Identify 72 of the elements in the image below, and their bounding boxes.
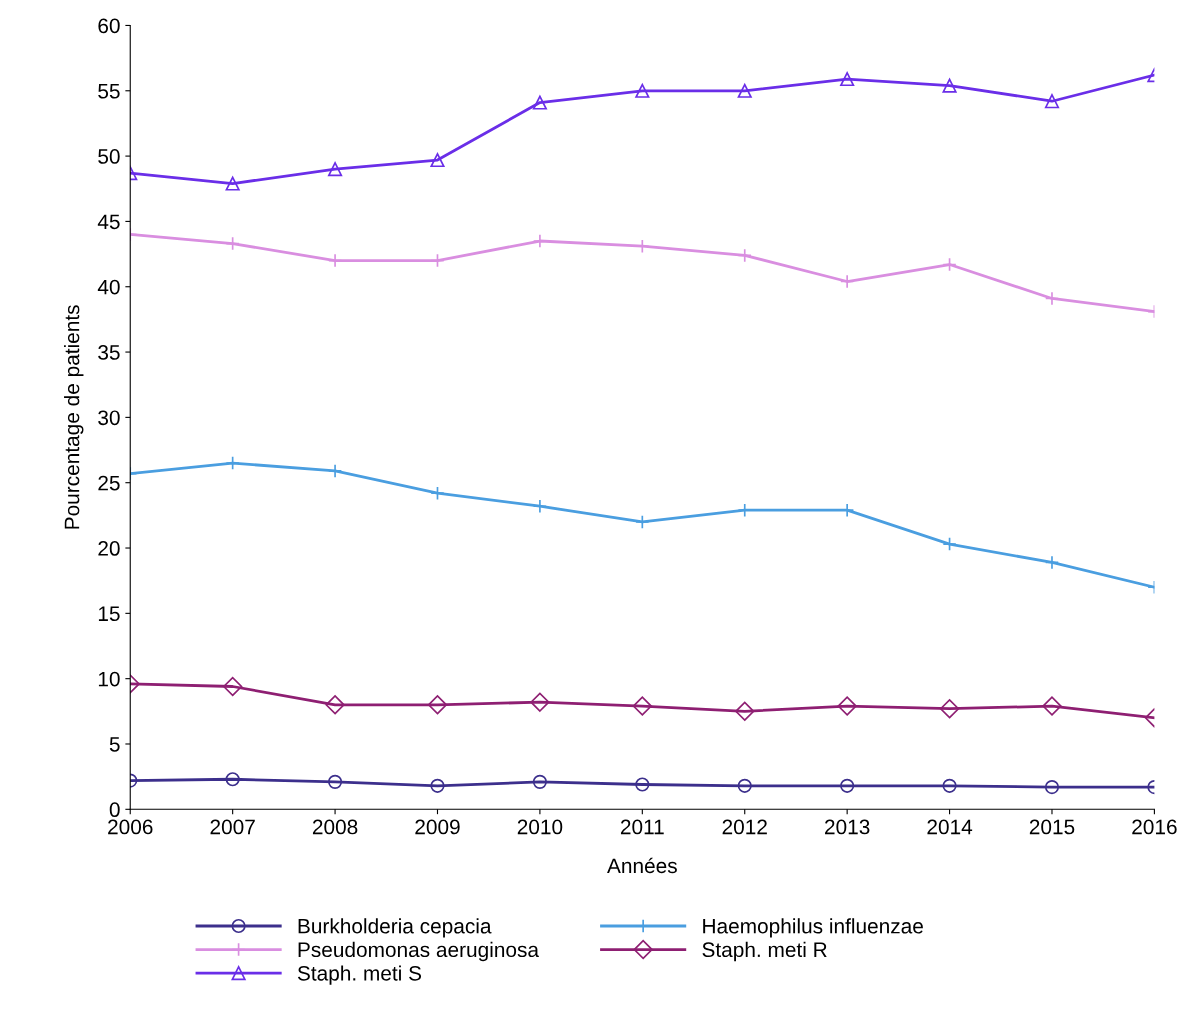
- x-tick-label: 2007: [210, 819, 255, 835]
- y-tick-label: 30: [98, 410, 120, 426]
- y-tick-label: 15: [98, 606, 120, 622]
- point: [327, 463, 343, 479]
- point: [532, 774, 547, 789]
- point: [939, 699, 960, 719]
- point: [1044, 780, 1060, 795]
- point: [837, 696, 857, 716]
- point: [430, 778, 445, 793]
- y-tick-label: 25: [98, 475, 120, 491]
- legend-label: Pseudomonas aeruginosa: [298, 941, 539, 962]
- y-tick-label: 40: [97, 279, 120, 295]
- legend-label: Staph. meti S: [297, 965, 422, 985]
- point: [1044, 555, 1060, 570]
- point: [327, 253, 343, 268]
- point: [427, 695, 448, 715]
- x-tick-label: 2011: [620, 819, 664, 835]
- point: [225, 236, 240, 251]
- point: [1042, 696, 1062, 716]
- x-axis-title: Années: [607, 857, 677, 874]
- y-tick-label: 10: [98, 671, 120, 687]
- point: [635, 83, 650, 98]
- y-tick-label: 55: [98, 83, 120, 99]
- point: [325, 695, 345, 715]
- y-tick-label: 5: [109, 737, 120, 752]
- point: [225, 772, 240, 787]
- point: [1044, 291, 1060, 306]
- point: [840, 274, 855, 289]
- y-tick-label: 60: [98, 18, 120, 34]
- point: [735, 701, 755, 722]
- point: [840, 71, 855, 87]
- point: [737, 778, 752, 793]
- point: [942, 257, 957, 272]
- point: [430, 152, 445, 168]
- point: [532, 499, 547, 514]
- point: [737, 83, 752, 98]
- legend-label: Burkholderia cepacia: [298, 918, 492, 938]
- x-tick-label: 2009: [415, 819, 460, 835]
- point: [942, 78, 957, 93]
- y-tick-label: 45: [97, 214, 120, 230]
- x-tick-label: 2015: [1029, 819, 1075, 835]
- point: [1044, 94, 1060, 109]
- x-tick-label: 2016: [1132, 819, 1177, 835]
- point: [327, 774, 343, 789]
- point: [222, 676, 243, 697]
- x-tick-label: 2014: [927, 819, 973, 835]
- point: [840, 778, 855, 793]
- x-tick-label: 2008: [312, 819, 358, 835]
- point: [327, 162, 343, 177]
- point: [737, 248, 752, 263]
- point: [942, 537, 957, 552]
- x-tick-label: 2012: [722, 819, 767, 835]
- point: [635, 514, 650, 529]
- point: [430, 253, 445, 268]
- point: [532, 95, 547, 110]
- legend-label: Staph. meti R: [702, 941, 827, 962]
- y-tick-label: 50: [98, 149, 120, 164]
- y-axis-title: Pourcentage de patients: [64, 305, 84, 529]
- point: [530, 692, 550, 712]
- y-tick-label: 0: [109, 802, 120, 818]
- point: [635, 777, 650, 792]
- point: [632, 696, 652, 716]
- point: [225, 176, 240, 191]
- point: [430, 486, 445, 501]
- point: [225, 456, 240, 471]
- x-tick-label: 2010: [517, 819, 563, 835]
- legend-label: Haemophilus influenzae: [703, 918, 923, 938]
- y-tick-label: 20: [98, 541, 120, 556]
- x-tick-label: 2006: [108, 819, 153, 835]
- x-tick-label: 2013: [825, 819, 870, 835]
- point: [942, 778, 957, 793]
- y-tick-label: 35: [98, 345, 120, 360]
